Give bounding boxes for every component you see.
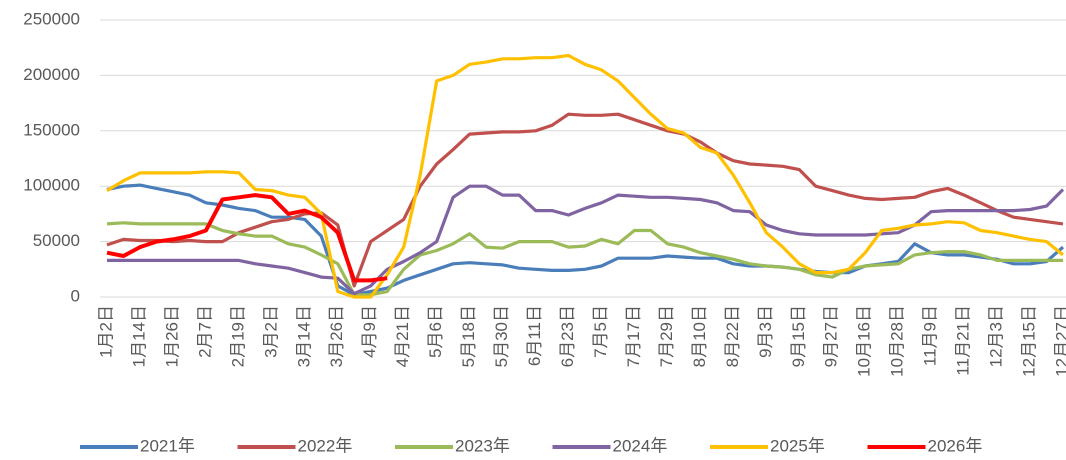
x-tick-label: 10月28日 (888, 305, 907, 377)
y-tick-label: 150000 (23, 120, 80, 139)
legend-label: 2026年 (928, 436, 983, 455)
legend-label: 2023年 (455, 436, 510, 455)
x-tick-label: 1月26日 (162, 305, 181, 367)
x-tick-label: 4月21日 (393, 305, 412, 367)
x-tick-label: 7月29日 (657, 305, 676, 367)
x-tick-label: 5月30日 (492, 305, 511, 367)
y-tick-label: 0 (71, 286, 80, 305)
series-line (106, 183, 1065, 297)
series-line (106, 193, 388, 283)
series-line (106, 112, 1064, 288)
x-tick-label: 12月3日 (987, 305, 1006, 367)
series-line (106, 221, 1063, 297)
x-tick-label: 5月6日 (426, 305, 445, 358)
legend-label: 2025年 (770, 436, 825, 455)
x-tick-label: 10月16日 (855, 305, 874, 377)
series-line (107, 184, 1065, 296)
legend-label: 2022年 (298, 436, 353, 455)
x-tick-label: 6月11日 (525, 305, 544, 366)
x-tick-label: 7月5日 (591, 305, 610, 358)
x-tick-label: 3月26日 (327, 305, 346, 367)
x-tick-label: 9月3日 (756, 305, 775, 358)
x-tick-label: 12月15日 (1020, 305, 1039, 377)
x-tick-label: 2月19日 (228, 305, 247, 367)
series-line (106, 53, 1065, 299)
y-tick-label: 200000 (23, 65, 80, 84)
x-tick-label: 1月14日 (129, 305, 148, 367)
y-tick-label: 50000 (33, 231, 80, 250)
x-tick-label: 9月27日 (822, 305, 841, 367)
x-tick-label: 1月2日 (96, 305, 115, 358)
legend-label: 2021年 (140, 436, 195, 455)
x-tick-label: 8月10日 (690, 305, 709, 367)
x-tick-label: 8月22日 (723, 305, 742, 367)
x-tick-label: 3月2日 (261, 305, 280, 358)
x-tick-label: 4月9日 (360, 305, 379, 358)
x-tick-label: 3月14日 (294, 305, 313, 367)
x-tick-label: 12月27日 (1052, 305, 1066, 377)
x-tick-label: 11月9日 (921, 305, 940, 366)
y-tick-label: 250000 (23, 9, 80, 28)
x-tick-label: 5月18日 (459, 305, 478, 367)
y-tick-label: 100000 (23, 176, 80, 195)
x-tick-label: 11月21日 (954, 305, 973, 376)
x-tick-label: 6月23日 (558, 305, 577, 367)
x-tick-label: 7月17日 (624, 305, 643, 367)
legend-label: 2024年 (613, 436, 668, 455)
x-tick-label: 2月7日 (195, 305, 214, 358)
x-tick-label: 9月15日 (789, 305, 808, 367)
